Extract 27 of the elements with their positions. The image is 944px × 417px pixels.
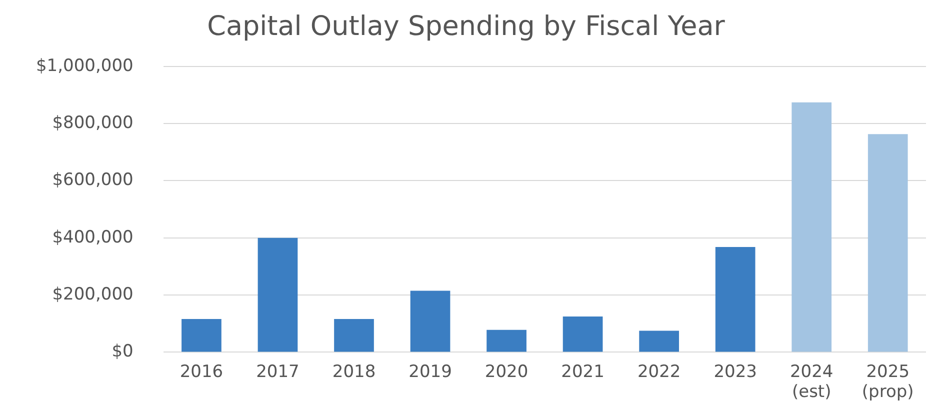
bar: [258, 238, 298, 352]
x-tick-label: 2025 (prop): [862, 362, 914, 402]
x-tick-label: 2023: [714, 362, 757, 382]
chart-title: Capital Outlay Spending by Fiscal Year: [207, 11, 726, 42]
x-tick-label: 2020: [484, 362, 528, 382]
y-tick-label: $1,000,000: [36, 56, 134, 76]
bar: [715, 247, 756, 352]
bar: [639, 330, 679, 352]
bar: [792, 102, 832, 352]
x-tick-label: 2016: [180, 362, 224, 382]
bar: [868, 134, 908, 352]
bar: [410, 290, 450, 352]
y-tick-label: $0: [112, 342, 134, 362]
y-tick-label: $800,000: [52, 112, 134, 133]
y-tick-label: $400,000: [52, 227, 134, 248]
y-tick-label: $200,000: [52, 284, 134, 304]
y-tick-label: $600,000: [52, 170, 134, 190]
bar: [334, 319, 374, 352]
x-tick-label: 2019: [408, 362, 452, 382]
x-tick-label: 2017: [256, 362, 300, 382]
x-tick-label: 2021: [561, 362, 604, 382]
bar: [182, 319, 222, 352]
bar: [562, 316, 603, 352]
x-tick-label: 2024 (est): [790, 362, 834, 402]
x-tick-label: 2022: [637, 362, 681, 382]
x-tick-label: 2018: [332, 362, 376, 382]
bar: [486, 330, 526, 352]
